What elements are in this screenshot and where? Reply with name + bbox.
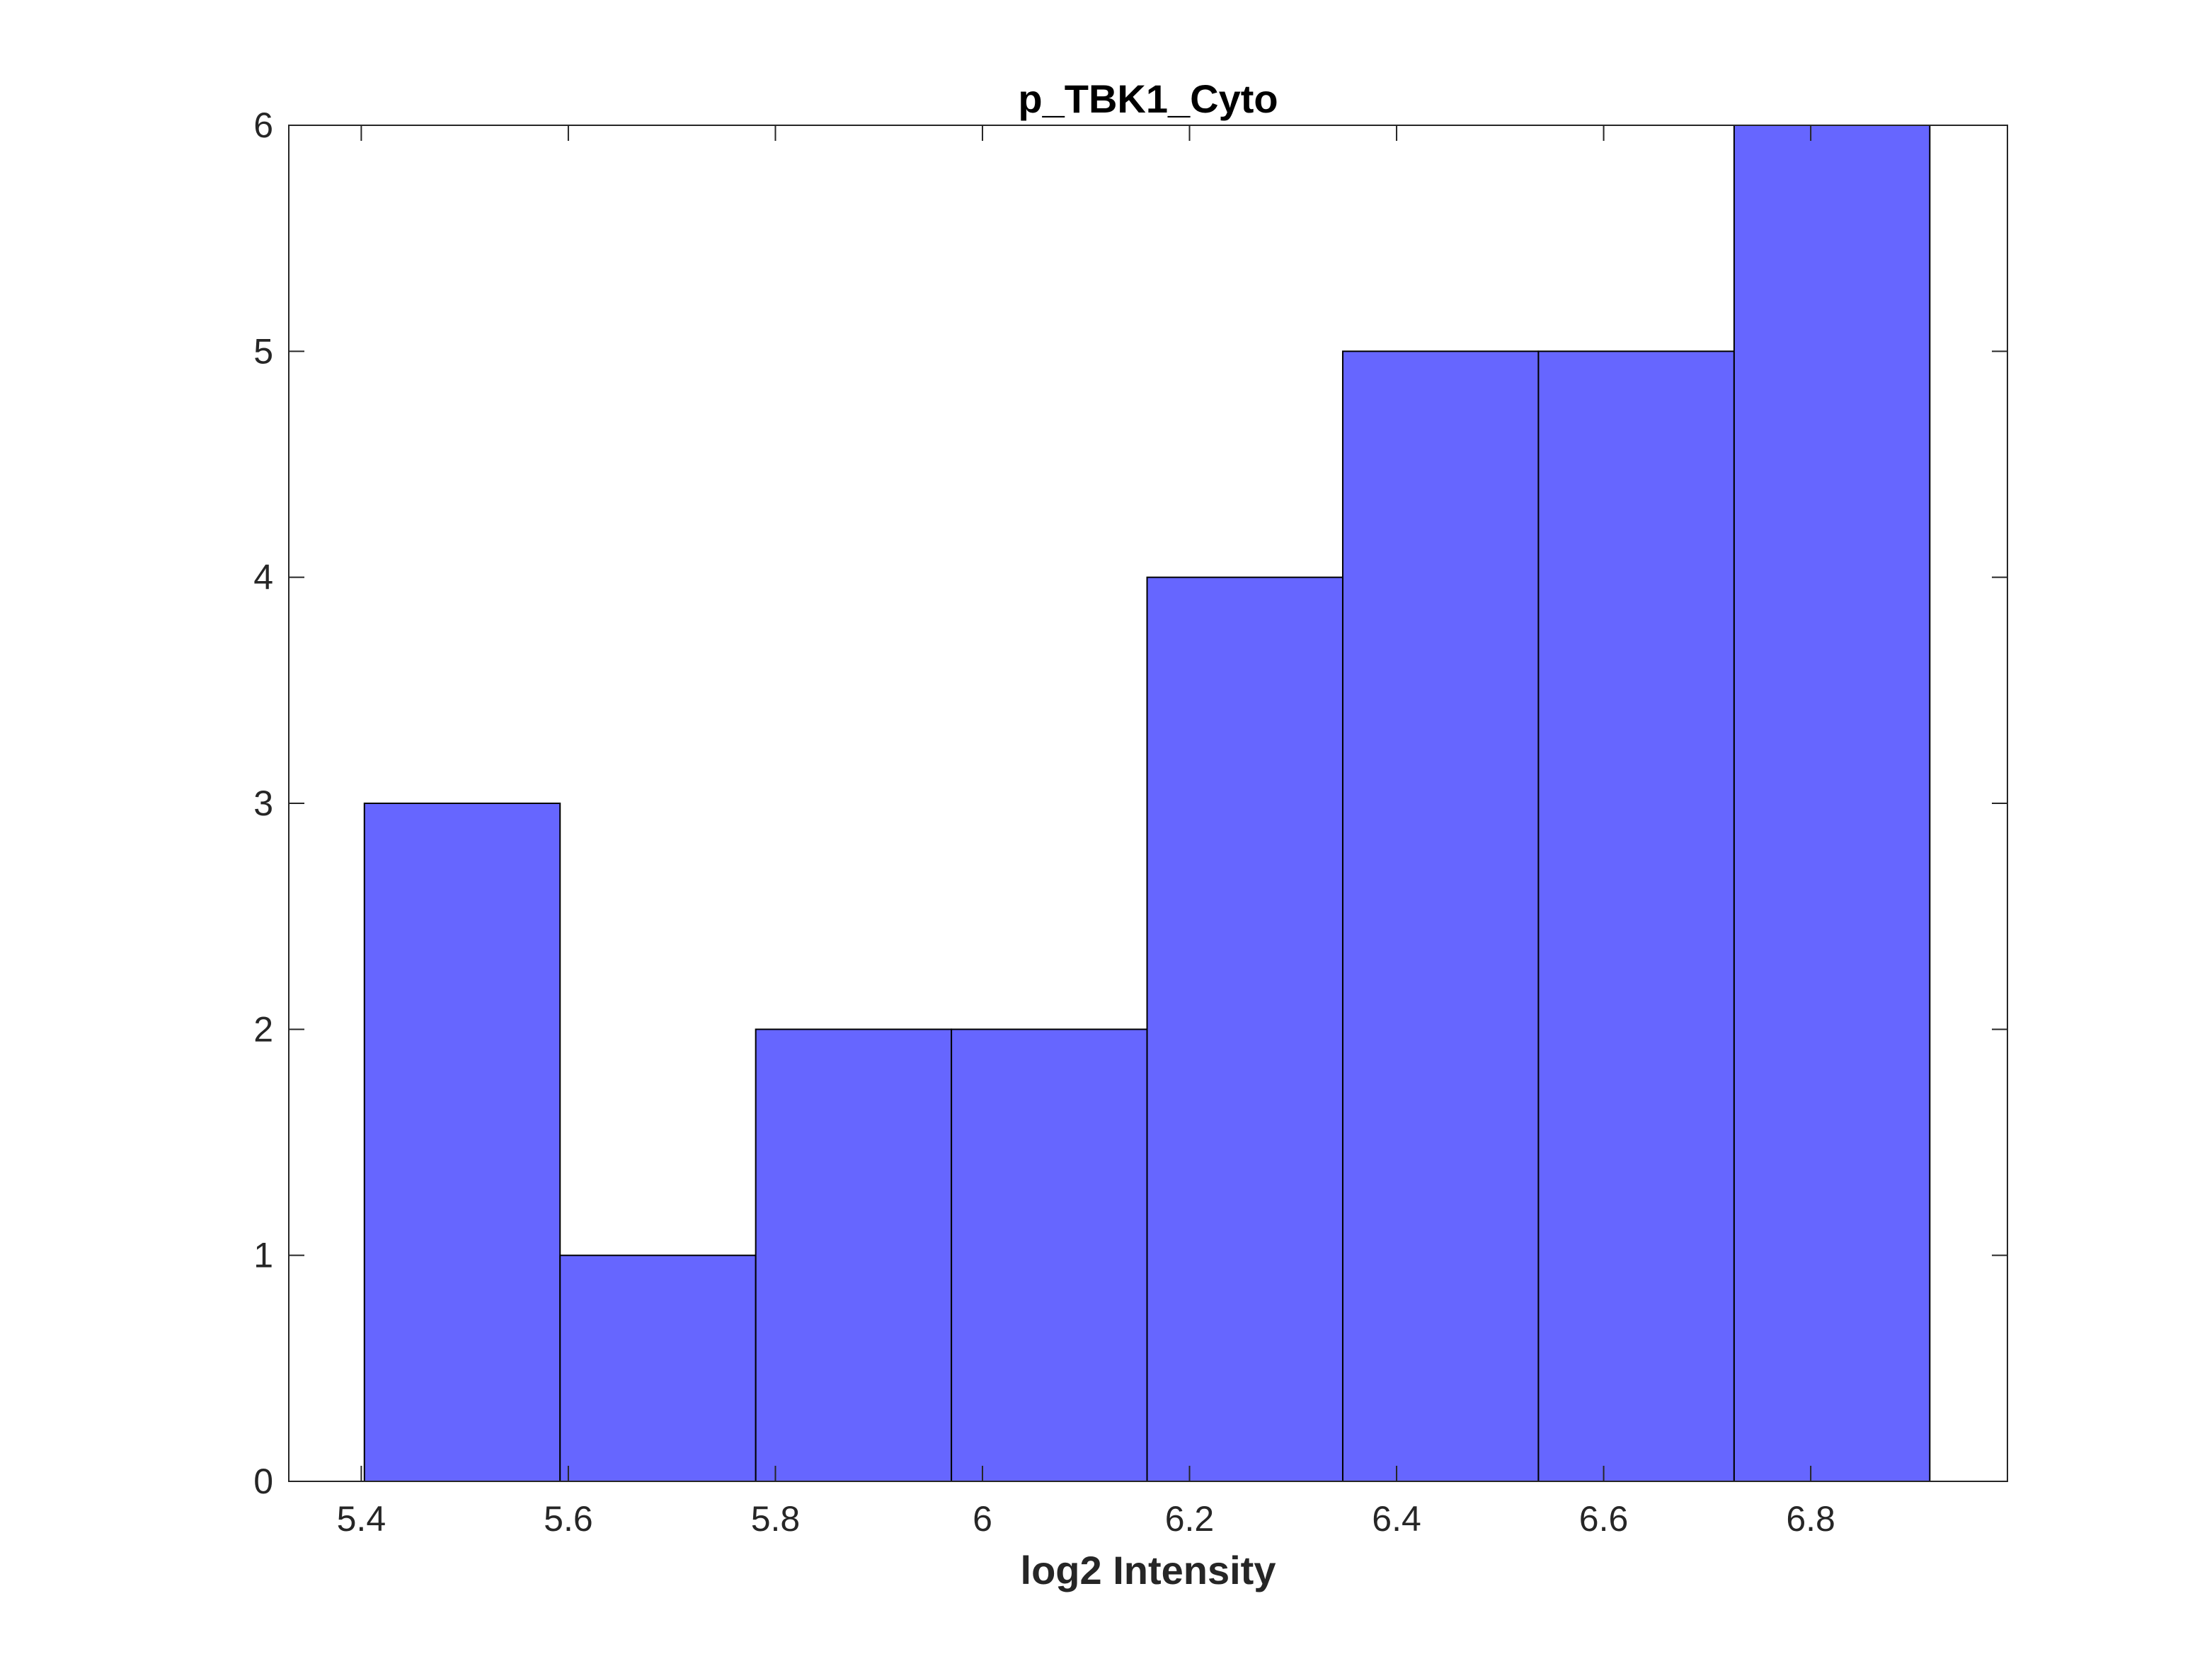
x-axis-label: log2 Intensity (1021, 1548, 1276, 1592)
ticks-layer (289, 125, 2007, 1482)
y-tick-label: 2 (253, 1009, 273, 1049)
y-tick-label: 6 (253, 105, 273, 145)
y-tick-labels: 0 1 2 3 4 5 6 (253, 105, 273, 1501)
y-tick-label: 4 (253, 558, 273, 597)
x-tick-labels: 5.4 5.6 5.8 6 6.2 6.4 6.6 6.8 (337, 1499, 1835, 1539)
x-tick-label: 6 (973, 1499, 992, 1539)
histogram-bar (1733, 125, 1931, 1482)
y-tick-label: 0 (253, 1462, 273, 1501)
y-tick-label: 5 (253, 331, 273, 371)
histogram-bar (1146, 576, 1343, 1483)
chart-title: p_TBK1_Cyto (1018, 76, 1278, 121)
histogram-bar (363, 803, 561, 1482)
x-tick-label: 6.8 (1786, 1499, 1835, 1539)
y-tick-label: 3 (253, 783, 273, 823)
histogram-bar (755, 1028, 953, 1483)
x-tick-label: 6.2 (1165, 1499, 1215, 1539)
y-tick-label: 1 (253, 1236, 273, 1275)
histogram-bar (1341, 350, 1540, 1482)
histogram-bar (951, 1028, 1148, 1483)
histogram-bar (559, 1254, 757, 1482)
bars-layer (363, 125, 1931, 1483)
x-tick-label: 5.4 (337, 1499, 386, 1539)
x-tick-label: 5.8 (751, 1499, 801, 1539)
x-tick-label: 6.4 (1372, 1499, 1421, 1539)
histogram-bar (1537, 350, 1735, 1482)
x-tick-label: 5.6 (544, 1499, 593, 1539)
x-tick-label: 6.6 (1579, 1499, 1629, 1539)
